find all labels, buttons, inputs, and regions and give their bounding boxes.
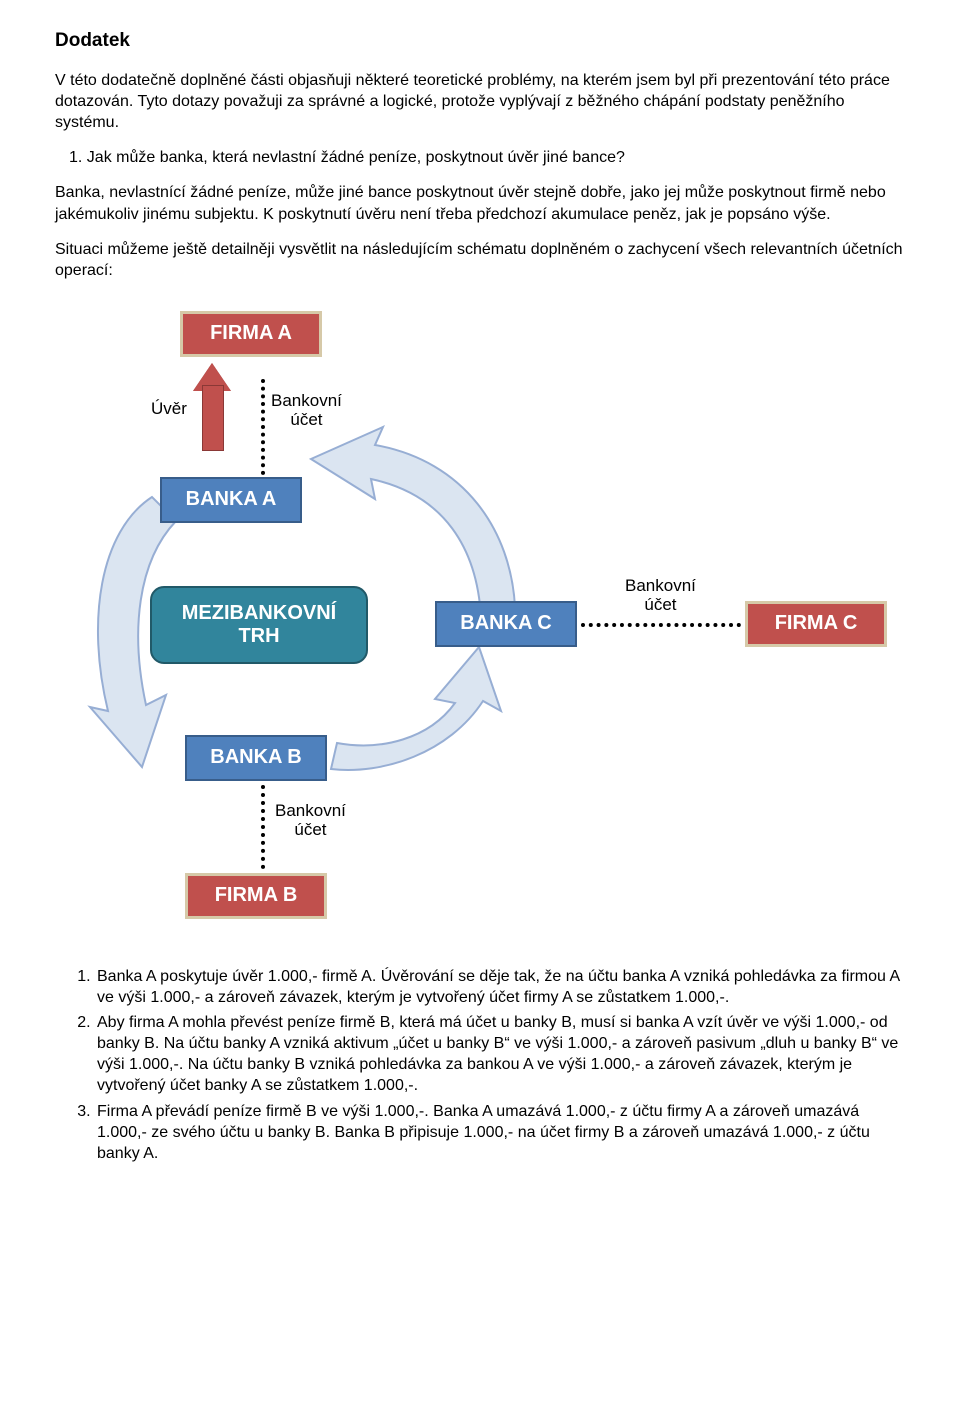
label-account-a: Bankovní účet <box>271 391 342 430</box>
list-item: Banka A poskytuje úvěr 1.000,- firmě A. … <box>95 966 905 1008</box>
answer-paragraph-1: Banka, nevlastnící žádné peníze, může ji… <box>55 182 905 224</box>
node-firma-b: FIRMA B <box>185 873 327 919</box>
explanation-list: Banka A poskytuje úvěr 1.000,- firmě A. … <box>55 966 905 1164</box>
node-banka-b-label: BANKA B <box>210 746 301 769</box>
node-market: MEZIBANKOVNÍ TRH <box>150 586 368 664</box>
node-banka-a-label: BANKA A <box>186 488 277 511</box>
page-title: Dodatek <box>55 30 905 52</box>
label-uver: Úvěr <box>151 399 187 419</box>
answer-paragraph-2: Situaci můžeme ještě detailněji vysvětli… <box>55 239 905 281</box>
flow-diagram: FIRMA A Úvěr Bankovní účet BANKA A MEZIB… <box>65 301 915 941</box>
node-firma-c-label: FIRMA C <box>775 612 858 635</box>
node-banka-c: BANKA C <box>435 601 577 647</box>
question-1: 1. Jak může banka, která nevlastní žádné… <box>91 147 905 168</box>
list-item: Firma A převádí peníze firmě B ve výši 1… <box>95 1101 905 1164</box>
node-firma-a-label: FIRMA A <box>210 322 292 345</box>
curve-arrow-bottom <box>323 645 513 785</box>
node-market-label: MEZIBANKOVNÍ TRH <box>182 602 336 648</box>
intro-paragraph: V této dodatečně doplněné části objasňuj… <box>55 70 905 133</box>
node-firma-b-label: FIRMA B <box>215 884 298 907</box>
node-banka-c-label: BANKA C <box>460 612 551 635</box>
dotted-b <box>261 785 265 869</box>
node-firma-a: FIRMA A <box>180 311 322 357</box>
label-account-b: Bankovní účet <box>275 801 346 840</box>
dotted-c <box>581 623 741 627</box>
node-banka-b: BANKA B <box>185 735 327 781</box>
node-firma-c: FIRMA C <box>745 601 887 647</box>
list-item: Aby firma A mohla převést peníze firmě B… <box>95 1012 905 1096</box>
node-banka-a: BANKA A <box>160 477 302 523</box>
dotted-a <box>261 379 265 475</box>
label-account-c: Bankovní účet <box>625 576 696 615</box>
